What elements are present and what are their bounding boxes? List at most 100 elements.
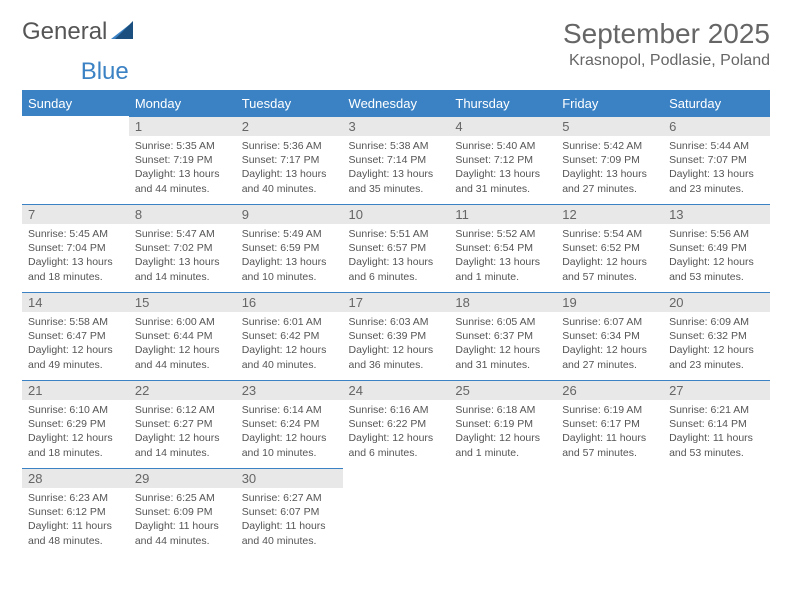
calendar-cell: 30Sunrise: 6:27 AMSunset: 6:07 PMDayligh… xyxy=(236,468,343,556)
day-number: 9 xyxy=(236,204,343,224)
sunrise-text: Sunrise: 6:16 AM xyxy=(349,403,444,417)
calendar-cell xyxy=(556,468,663,556)
sunset-text: Sunset: 7:17 PM xyxy=(242,153,337,167)
day-number: 24 xyxy=(343,380,450,400)
daylight-text: Daylight: 13 hours and 31 minutes. xyxy=(455,167,550,195)
day-details: Sunrise: 5:40 AMSunset: 7:12 PMDaylight:… xyxy=(449,136,556,202)
calendar-cell: 6Sunrise: 5:44 AMSunset: 7:07 PMDaylight… xyxy=(663,116,770,204)
daylight-text: Daylight: 13 hours and 14 minutes. xyxy=(135,255,230,283)
day-number: 19 xyxy=(556,292,663,312)
calendar-week-row: 14Sunrise: 5:58 AMSunset: 6:47 PMDayligh… xyxy=(22,292,770,380)
day-number: 8 xyxy=(129,204,236,224)
day-details: Sunrise: 5:51 AMSunset: 6:57 PMDaylight:… xyxy=(343,224,450,290)
calendar-cell: 10Sunrise: 5:51 AMSunset: 6:57 PMDayligh… xyxy=(343,204,450,292)
calendar-cell: 15Sunrise: 6:00 AMSunset: 6:44 PMDayligh… xyxy=(129,292,236,380)
sunrise-text: Sunrise: 6:18 AM xyxy=(455,403,550,417)
sunset-text: Sunset: 7:02 PM xyxy=(135,241,230,255)
daylight-text: Daylight: 11 hours and 53 minutes. xyxy=(669,431,764,459)
day-number: 4 xyxy=(449,116,556,136)
weekday-header: Wednesday xyxy=(343,91,450,116)
calendar-cell: 17Sunrise: 6:03 AMSunset: 6:39 PMDayligh… xyxy=(343,292,450,380)
sunrise-text: Sunrise: 5:40 AM xyxy=(455,139,550,153)
sunrise-text: Sunrise: 6:10 AM xyxy=(28,403,123,417)
daylight-text: Daylight: 12 hours and 18 minutes. xyxy=(28,431,123,459)
day-number: 13 xyxy=(663,204,770,224)
calendar-cell xyxy=(22,116,129,204)
sunrise-text: Sunrise: 6:12 AM xyxy=(135,403,230,417)
day-details: Sunrise: 6:21 AMSunset: 6:14 PMDaylight:… xyxy=(663,400,770,466)
day-details: Sunrise: 5:36 AMSunset: 7:17 PMDaylight:… xyxy=(236,136,343,202)
sunset-text: Sunset: 6:49 PM xyxy=(669,241,764,255)
sunset-text: Sunset: 6:29 PM xyxy=(28,417,123,431)
day-number: 5 xyxy=(556,116,663,136)
sunset-text: Sunset: 6:37 PM xyxy=(455,329,550,343)
day-details: Sunrise: 5:49 AMSunset: 6:59 PMDaylight:… xyxy=(236,224,343,290)
sunset-text: Sunset: 7:09 PM xyxy=(562,153,657,167)
day-number: 15 xyxy=(129,292,236,312)
sunset-text: Sunset: 6:54 PM xyxy=(455,241,550,255)
calendar-cell: 23Sunrise: 6:14 AMSunset: 6:24 PMDayligh… xyxy=(236,380,343,468)
day-number: 11 xyxy=(449,204,556,224)
sunset-text: Sunset: 6:59 PM xyxy=(242,241,337,255)
sunrise-text: Sunrise: 5:49 AM xyxy=(242,227,337,241)
calendar-cell xyxy=(449,468,556,556)
calendar-cell: 14Sunrise: 5:58 AMSunset: 6:47 PMDayligh… xyxy=(22,292,129,380)
calendar-week-row: 1Sunrise: 5:35 AMSunset: 7:19 PMDaylight… xyxy=(22,116,770,204)
sunset-text: Sunset: 6:47 PM xyxy=(28,329,123,343)
sunrise-text: Sunrise: 6:19 AM xyxy=(562,403,657,417)
sunset-text: Sunset: 7:14 PM xyxy=(349,153,444,167)
sunrise-text: Sunrise: 5:56 AM xyxy=(669,227,764,241)
day-details: Sunrise: 6:14 AMSunset: 6:24 PMDaylight:… xyxy=(236,400,343,466)
sunset-text: Sunset: 6:14 PM xyxy=(669,417,764,431)
calendar-cell: 3 Sunrise: 5:38 AMSunset: 7:14 PMDaylight… xyxy=(343,116,450,204)
month-title: September 2025 xyxy=(563,18,770,50)
calendar-cell: 2Sunrise: 5:36 AMSunset: 7:17 PMDaylight… xyxy=(236,116,343,204)
daylight-text: Daylight: 11 hours and 44 minutes. xyxy=(135,519,230,547)
day-number: 18 xyxy=(449,292,556,312)
calendar-page: General September 2025 Krasnopol, Podlas… xyxy=(0,0,792,574)
day-details: Sunrise: 6:16 AMSunset: 6:22 PMDaylight:… xyxy=(343,400,450,466)
sunrise-text: Sunrise: 6:09 AM xyxy=(669,315,764,329)
calendar-week-row: 21Sunrise: 6:10 AMSunset: 6:29 PMDayligh… xyxy=(22,380,770,468)
calendar-cell: 7Sunrise: 5:45 AMSunset: 7:04 PMDaylight… xyxy=(22,204,129,292)
daylight-text: Daylight: 12 hours and 10 minutes. xyxy=(242,431,337,459)
day-details: Sunrise: 5:54 AMSunset: 6:52 PMDaylight:… xyxy=(556,224,663,290)
day-details: Sunrise: 6:10 AMSunset: 6:29 PMDaylight:… xyxy=(22,400,129,466)
sunrise-text: Sunrise: 5:35 AM xyxy=(135,139,230,153)
daylight-text: Daylight: 11 hours and 48 minutes. xyxy=(28,519,123,547)
calendar-cell: 11Sunrise: 5:52 AMSunset: 6:54 PMDayligh… xyxy=(449,204,556,292)
location-text: Krasnopol, Podlasie, Poland xyxy=(563,52,770,70)
sunrise-text: Sunrise: 5:38 AM xyxy=(349,139,444,153)
day-number: 12 xyxy=(556,204,663,224)
sunrise-text: Sunrise: 5:42 AM xyxy=(562,139,657,153)
daylight-text: Daylight: 11 hours and 40 minutes. xyxy=(242,519,337,547)
sunset-text: Sunset: 6:57 PM xyxy=(349,241,444,255)
weekday-header: Friday xyxy=(556,91,663,116)
day-details: Sunrise: 5:56 AMSunset: 6:49 PMDaylight:… xyxy=(663,224,770,290)
sunrise-text: Sunrise: 6:14 AM xyxy=(242,403,337,417)
day-details: Sunrise: 5:52 AMSunset: 6:54 PMDaylight:… xyxy=(449,224,556,290)
sunset-text: Sunset: 6:09 PM xyxy=(135,505,230,519)
day-number: 26 xyxy=(556,380,663,400)
daylight-text: Daylight: 13 hours and 35 minutes. xyxy=(349,167,444,195)
calendar-cell: 13Sunrise: 5:56 AMSunset: 6:49 PMDayligh… xyxy=(663,204,770,292)
day-details: Sunrise: 5:44 AMSunset: 7:07 PMDaylight:… xyxy=(663,136,770,202)
sunrise-text: Sunrise: 5:52 AM xyxy=(455,227,550,241)
day-number: 16 xyxy=(236,292,343,312)
day-details: Sunrise: 6:05 AMSunset: 6:37 PMDaylight:… xyxy=(449,312,556,378)
day-details: Sunrise: 6:09 AMSunset: 6:32 PMDaylight:… xyxy=(663,312,770,378)
sunrise-text: Sunrise: 5:51 AM xyxy=(349,227,444,241)
day-details: Sunrise: 6:12 AMSunset: 6:27 PMDaylight:… xyxy=(129,400,236,466)
sunrise-text: Sunrise: 6:07 AM xyxy=(562,315,657,329)
daylight-text: Daylight: 12 hours and 36 minutes. xyxy=(349,343,444,371)
sunrise-text: Sunrise: 6:21 AM xyxy=(669,403,764,417)
day-number: 3 xyxy=(343,116,450,136)
sunset-text: Sunset: 7:12 PM xyxy=(455,153,550,167)
day-number: 14 xyxy=(22,292,129,312)
sunrise-text: Sunrise: 6:27 AM xyxy=(242,491,337,505)
day-number: 25 xyxy=(449,380,556,400)
weekday-header: Tuesday xyxy=(236,91,343,116)
day-number: 22 xyxy=(129,380,236,400)
calendar-cell: 25Sunrise: 6:18 AMSunset: 6:19 PMDayligh… xyxy=(449,380,556,468)
daylight-text: Daylight: 13 hours and 6 minutes. xyxy=(349,255,444,283)
